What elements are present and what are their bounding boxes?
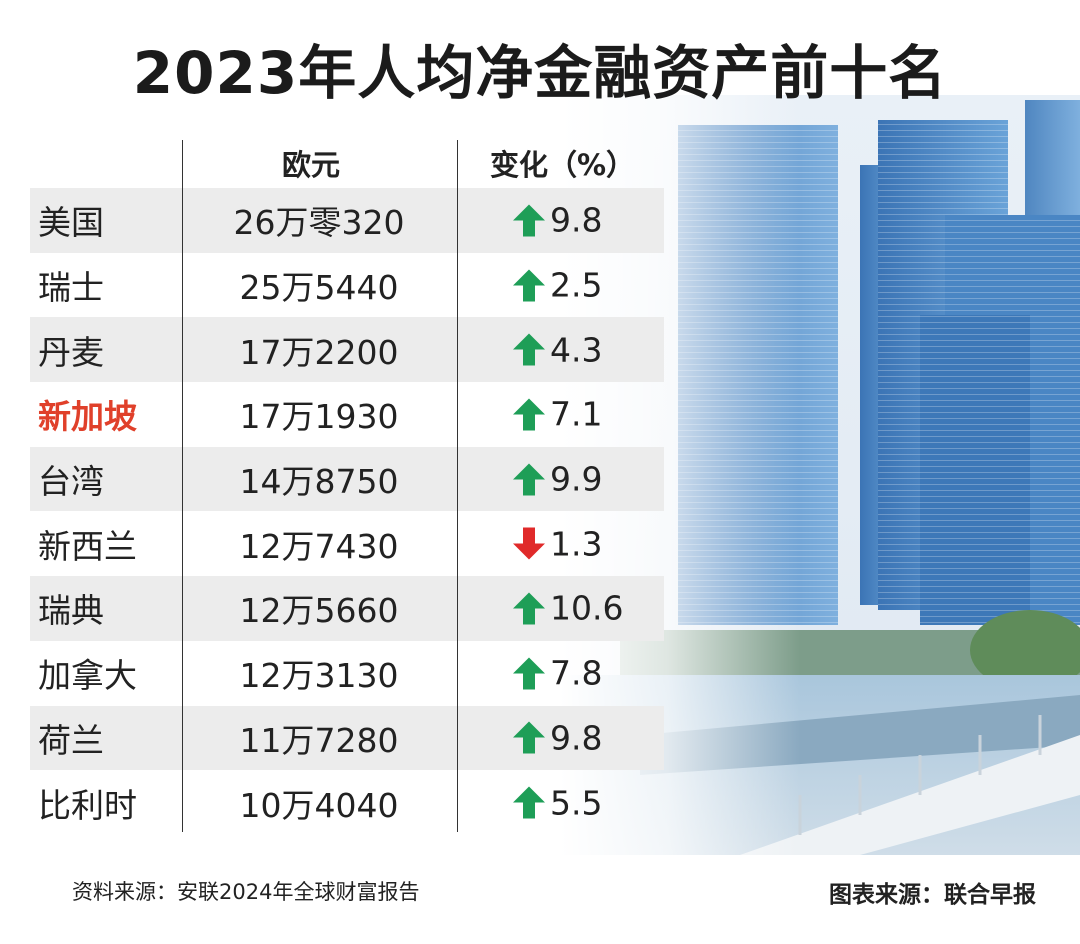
table-header: 欧元 变化（%） [30,136,664,188]
wealth-value: 17万2200 [239,332,399,372]
data-source-note: 资料来源：安联2024年全球财富报告 [72,880,420,904]
up-arrow-icon [513,657,545,690]
table-row: 美国 26万零320 9.8 [30,188,664,253]
country-name: 加拿大 [38,656,137,696]
change-cell: 10.6 [512,589,623,628]
change-cell: 7.8 [512,654,602,693]
up-arrow-icon [513,204,545,237]
change-value: 2.5 [550,265,603,305]
change-value: 10.6 [550,588,624,628]
wealth-value: 12万7430 [239,526,399,566]
change-value: 7.8 [550,653,603,693]
wealth-value: 17万1930 [239,397,399,437]
change-cell: 5.5 [512,783,602,822]
country-name: 美国 [38,203,104,243]
change-cell: 9.8 [512,201,602,240]
table-row: 比利时 10万4040 5.5 [30,770,664,835]
change-cell: 2.5 [512,266,602,305]
change-cell: 4.3 [512,330,602,369]
up-arrow-icon [513,463,545,496]
wealth-value: 12万5660 [239,591,399,631]
table-row: 加拿大 12万3130 7.8 [30,641,664,706]
table-row: 新西兰 12万7430 1.3 [30,511,664,576]
up-arrow-icon [513,721,545,754]
change-cell: 9.9 [512,460,602,499]
chart-title: 2023年人均净金融资产前十名 [132,39,948,107]
country-name: 比利时 [38,785,137,825]
change-cell: 9.8 [512,718,602,757]
country-name: 台湾 [38,462,104,502]
table-row: 瑞士 25万5440 2.5 [30,253,664,318]
column-divider-1 [182,140,183,832]
wealth-value: 14万8750 [239,462,399,502]
column-header-euro: 欧元 [282,148,341,182]
table-row: 瑞典 12万5660 10.6 [30,576,664,641]
change-value: 9.8 [550,200,603,240]
up-arrow-icon [513,333,545,366]
up-arrow-icon [513,786,545,819]
change-cell: 7.1 [512,395,602,434]
table-row: 新加坡 17万1930 7.1 [30,382,664,447]
table-row: 台湾 14万8750 9.9 [30,446,664,512]
change-value: 1.3 [550,524,603,564]
down-arrow-icon [513,527,545,560]
change-value: 5.5 [550,783,603,823]
change-cell: 1.3 [512,524,602,563]
change-value: 9.9 [550,459,603,499]
table-body: 美国 26万零320 9.8 瑞士 25万5440 2.5 丹麦 17万2200 4.3 新加坡 1… [30,188,664,835]
change-value: 7.1 [550,394,603,434]
country-name: 荷兰 [38,720,104,760]
country-name: 丹麦 [38,332,104,372]
ranking-table: 欧元 变化（%） 美国 26万零320 9.8 瑞士 25万5440 2.5 丹麦 17万22… [30,136,664,835]
wealth-value: 10万4040 [239,785,399,825]
change-value: 4.3 [550,330,603,370]
country-name: 瑞典 [38,591,104,631]
table-row: 荷兰 11万7280 9.8 [30,705,664,771]
wealth-value: 26万零320 [233,203,405,243]
column-divider-2 [457,140,458,832]
country-name: 瑞士 [38,268,104,308]
change-value: 9.8 [550,718,603,758]
column-header-change: 变化（%） [490,148,636,182]
wealth-value: 11万7280 [239,720,399,760]
up-arrow-icon [513,269,545,302]
wealth-value: 12万3130 [239,656,399,696]
wealth-value: 25万5440 [239,268,399,308]
country-name: 新加坡 [38,397,137,437]
country-name: 新西兰 [38,526,137,566]
up-arrow-icon [513,592,545,625]
table-row: 丹麦 17万2200 4.3 [30,317,664,383]
chart-source-note: 图表来源：联合早报 [829,882,1036,908]
up-arrow-icon [513,398,545,431]
